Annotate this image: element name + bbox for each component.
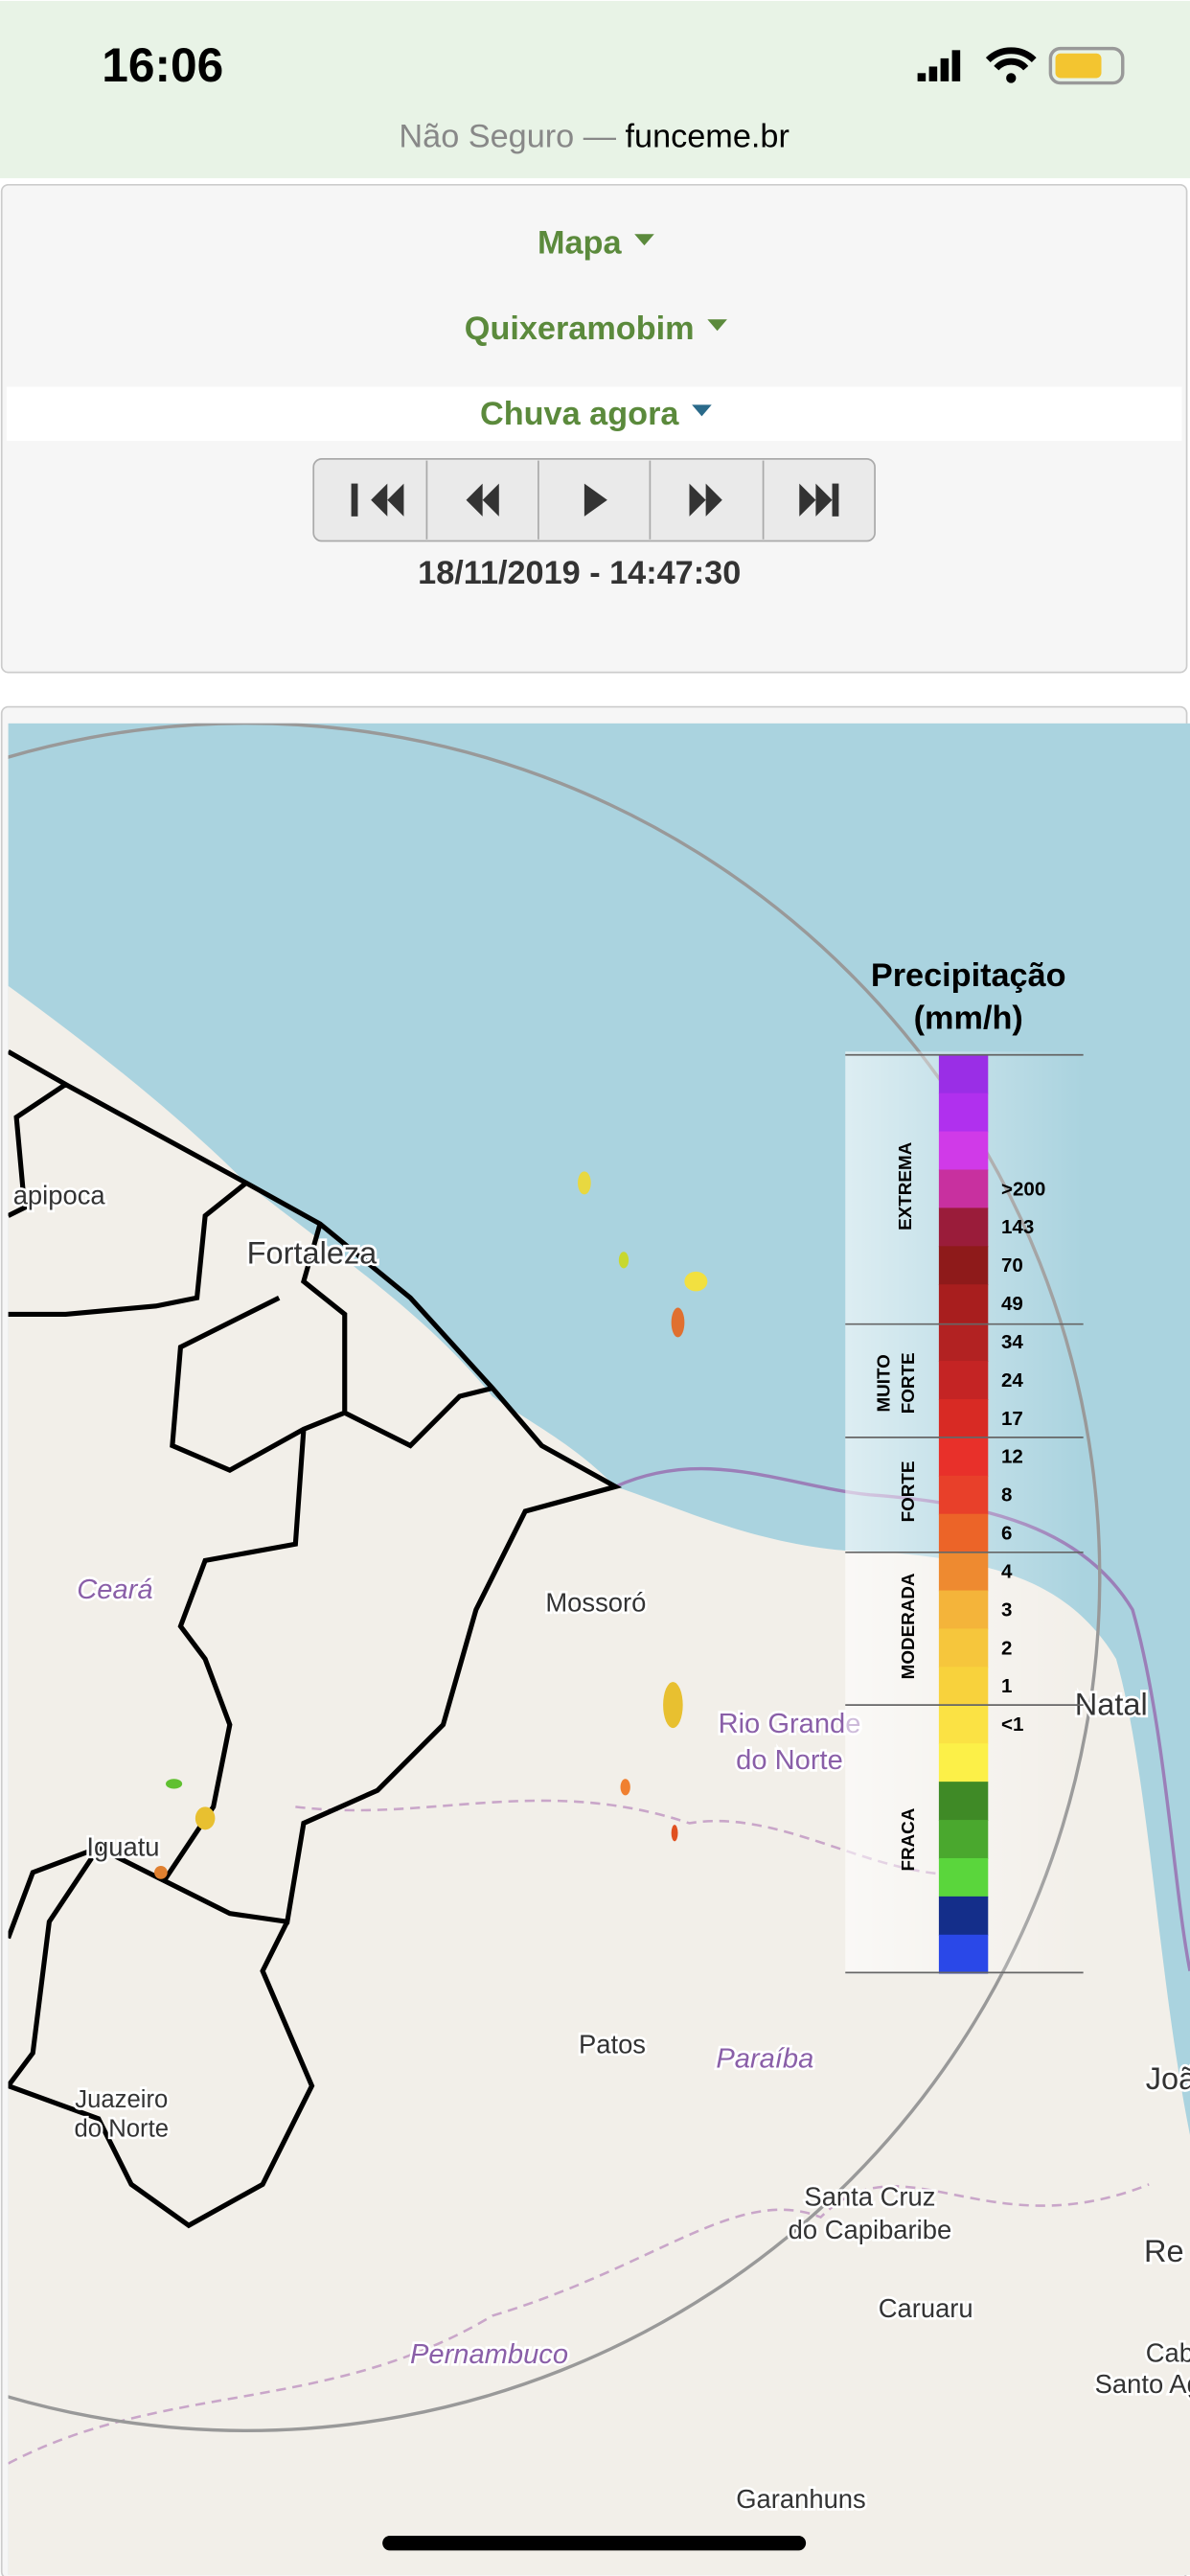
- back-button[interactable]: [466, 483, 499, 517]
- legend-value: 4: [1001, 1560, 1013, 1582]
- legend-swatch: [938, 1054, 989, 1094]
- timestamp: 18/11/2019 - 14:47:30: [418, 555, 741, 591]
- legend-swatch: [938, 1284, 989, 1324]
- legend-swatch: [938, 1246, 989, 1286]
- legend-value: 49: [1001, 1293, 1023, 1315]
- legend-value: <1: [1001, 1714, 1023, 1736]
- clock: 16:06: [102, 38, 223, 92]
- legend-value: 2: [1001, 1637, 1012, 1659]
- dropdown-menu[interactable]: Chuva agora: [480, 396, 679, 432]
- legend-value: 24: [1001, 1369, 1023, 1392]
- forward-button[interactable]: [689, 483, 722, 517]
- legend-swatch: [938, 1208, 989, 1248]
- legend-swatch: [938, 1782, 989, 1821]
- map-label: Fortaleza: [247, 1235, 378, 1270]
- dropdown-arrow: [634, 234, 654, 246]
- rain-echoes: [154, 1171, 708, 1879]
- legend-value: 1: [1001, 1675, 1012, 1697]
- map-label: Paraíba: [716, 2044, 813, 2075]
- menu-highlight: [6, 386, 1182, 442]
- legend-swatch: [938, 1590, 989, 1630]
- legend-swatch: [938, 1552, 989, 1592]
- legend-value: 6: [1001, 1523, 1012, 1545]
- map-label: Garanhuns: [736, 2484, 866, 2514]
- legend-value: 12: [1001, 1446, 1023, 1468]
- legend-swatch: [938, 1628, 989, 1668]
- address-bar[interactable]: Não Seguro — funceme.br: [399, 118, 789, 154]
- legend-class: FORTE: [898, 1352, 918, 1414]
- dropdown-menu[interactable]: Mapa: [538, 225, 623, 262]
- map-label: Juazeiro: [75, 2086, 168, 2113]
- map-label: Rio Grande: [719, 1709, 861, 1739]
- legend-value: 34: [1001, 1331, 1023, 1353]
- legend-value: 17: [1001, 1408, 1023, 1430]
- legend-value: 143: [1001, 1216, 1034, 1238]
- legend-swatch: [938, 1934, 989, 1974]
- play-button[interactable]: [584, 483, 607, 517]
- legend-class: MODERADA: [898, 1573, 918, 1679]
- legend-swatch: [938, 1475, 989, 1515]
- map-label: Re: [1144, 2234, 1184, 2268]
- legend-swatch: [938, 1857, 989, 1898]
- domain: funceme.br: [626, 118, 790, 154]
- legend-class: FORTE: [898, 1461, 918, 1523]
- legend-value: 8: [1001, 1484, 1012, 1506]
- map-label: apipoca: [13, 1181, 106, 1210]
- legend-swatch: [938, 1705, 989, 1745]
- legend-class: MUITO: [874, 1354, 894, 1412]
- map-label: João P: [1146, 2061, 1190, 2096]
- legend-swatch: [938, 1743, 989, 1782]
- map-label: do Norte: [736, 1745, 843, 1776]
- dropdown-arrow: [692, 404, 712, 417]
- legend-value: 3: [1001, 1598, 1012, 1621]
- legend-class: FRACA: [898, 1807, 918, 1871]
- legend-title: Precipitação: [871, 957, 1066, 994]
- legend-value: >200: [1001, 1178, 1045, 1200]
- map[interactable]: apipoca Fortaleza Ceará Mossoró Rio Grande do…: [0, 723, 1190, 2576]
- home-indicator: [382, 2535, 807, 2551]
- map-label: Patos: [579, 2029, 646, 2058]
- status-icons: [917, 46, 1125, 85]
- legend-swatch: [938, 1131, 989, 1171]
- legend-swatch: [938, 1820, 989, 1859]
- legend-swatch: [938, 1437, 989, 1477]
- legend-swatch: [938, 1361, 989, 1400]
- map-label: Ceará: [77, 1575, 152, 1605]
- security-label: Não Seguro —: [399, 118, 616, 154]
- map-label: Natal: [1075, 1687, 1148, 1721]
- first-button[interactable]: [351, 483, 358, 517]
- playback-controls: [312, 458, 876, 542]
- legend-swatch: [938, 1169, 989, 1209]
- legend-swatch: [938, 1092, 989, 1133]
- map-label: Santa Cruz: [804, 2182, 935, 2212]
- legend-class: EXTREMA: [895, 1141, 915, 1230]
- map-label: Caruaru: [879, 2293, 973, 2323]
- dropdown-menu[interactable]: Quixeramobim: [465, 310, 695, 347]
- browser-chrome: [0, 0, 1190, 178]
- dropdown-arrow: [707, 319, 727, 332]
- map-label: Santo Agos: [1095, 2369, 1190, 2399]
- legend-swatch: [938, 1667, 989, 1707]
- legend-swatch: [938, 1896, 989, 1936]
- legend-value: 70: [1001, 1254, 1023, 1276]
- legend-swatch: [938, 1322, 989, 1362]
- legend-unit: (mm/h): [914, 1000, 1023, 1036]
- map-label: do Norte: [75, 2116, 170, 2143]
- legend-swatch: [938, 1398, 989, 1438]
- map-label: Cabo d: [1146, 2337, 1190, 2367]
- map-label: Mossoró: [545, 1587, 646, 1617]
- map-label: Iguatu: [86, 1832, 159, 1862]
- legend-swatch: [938, 1513, 989, 1553]
- map-label: do Capibaribe: [789, 2215, 952, 2244]
- map-label: Pernambuco: [410, 2339, 568, 2370]
